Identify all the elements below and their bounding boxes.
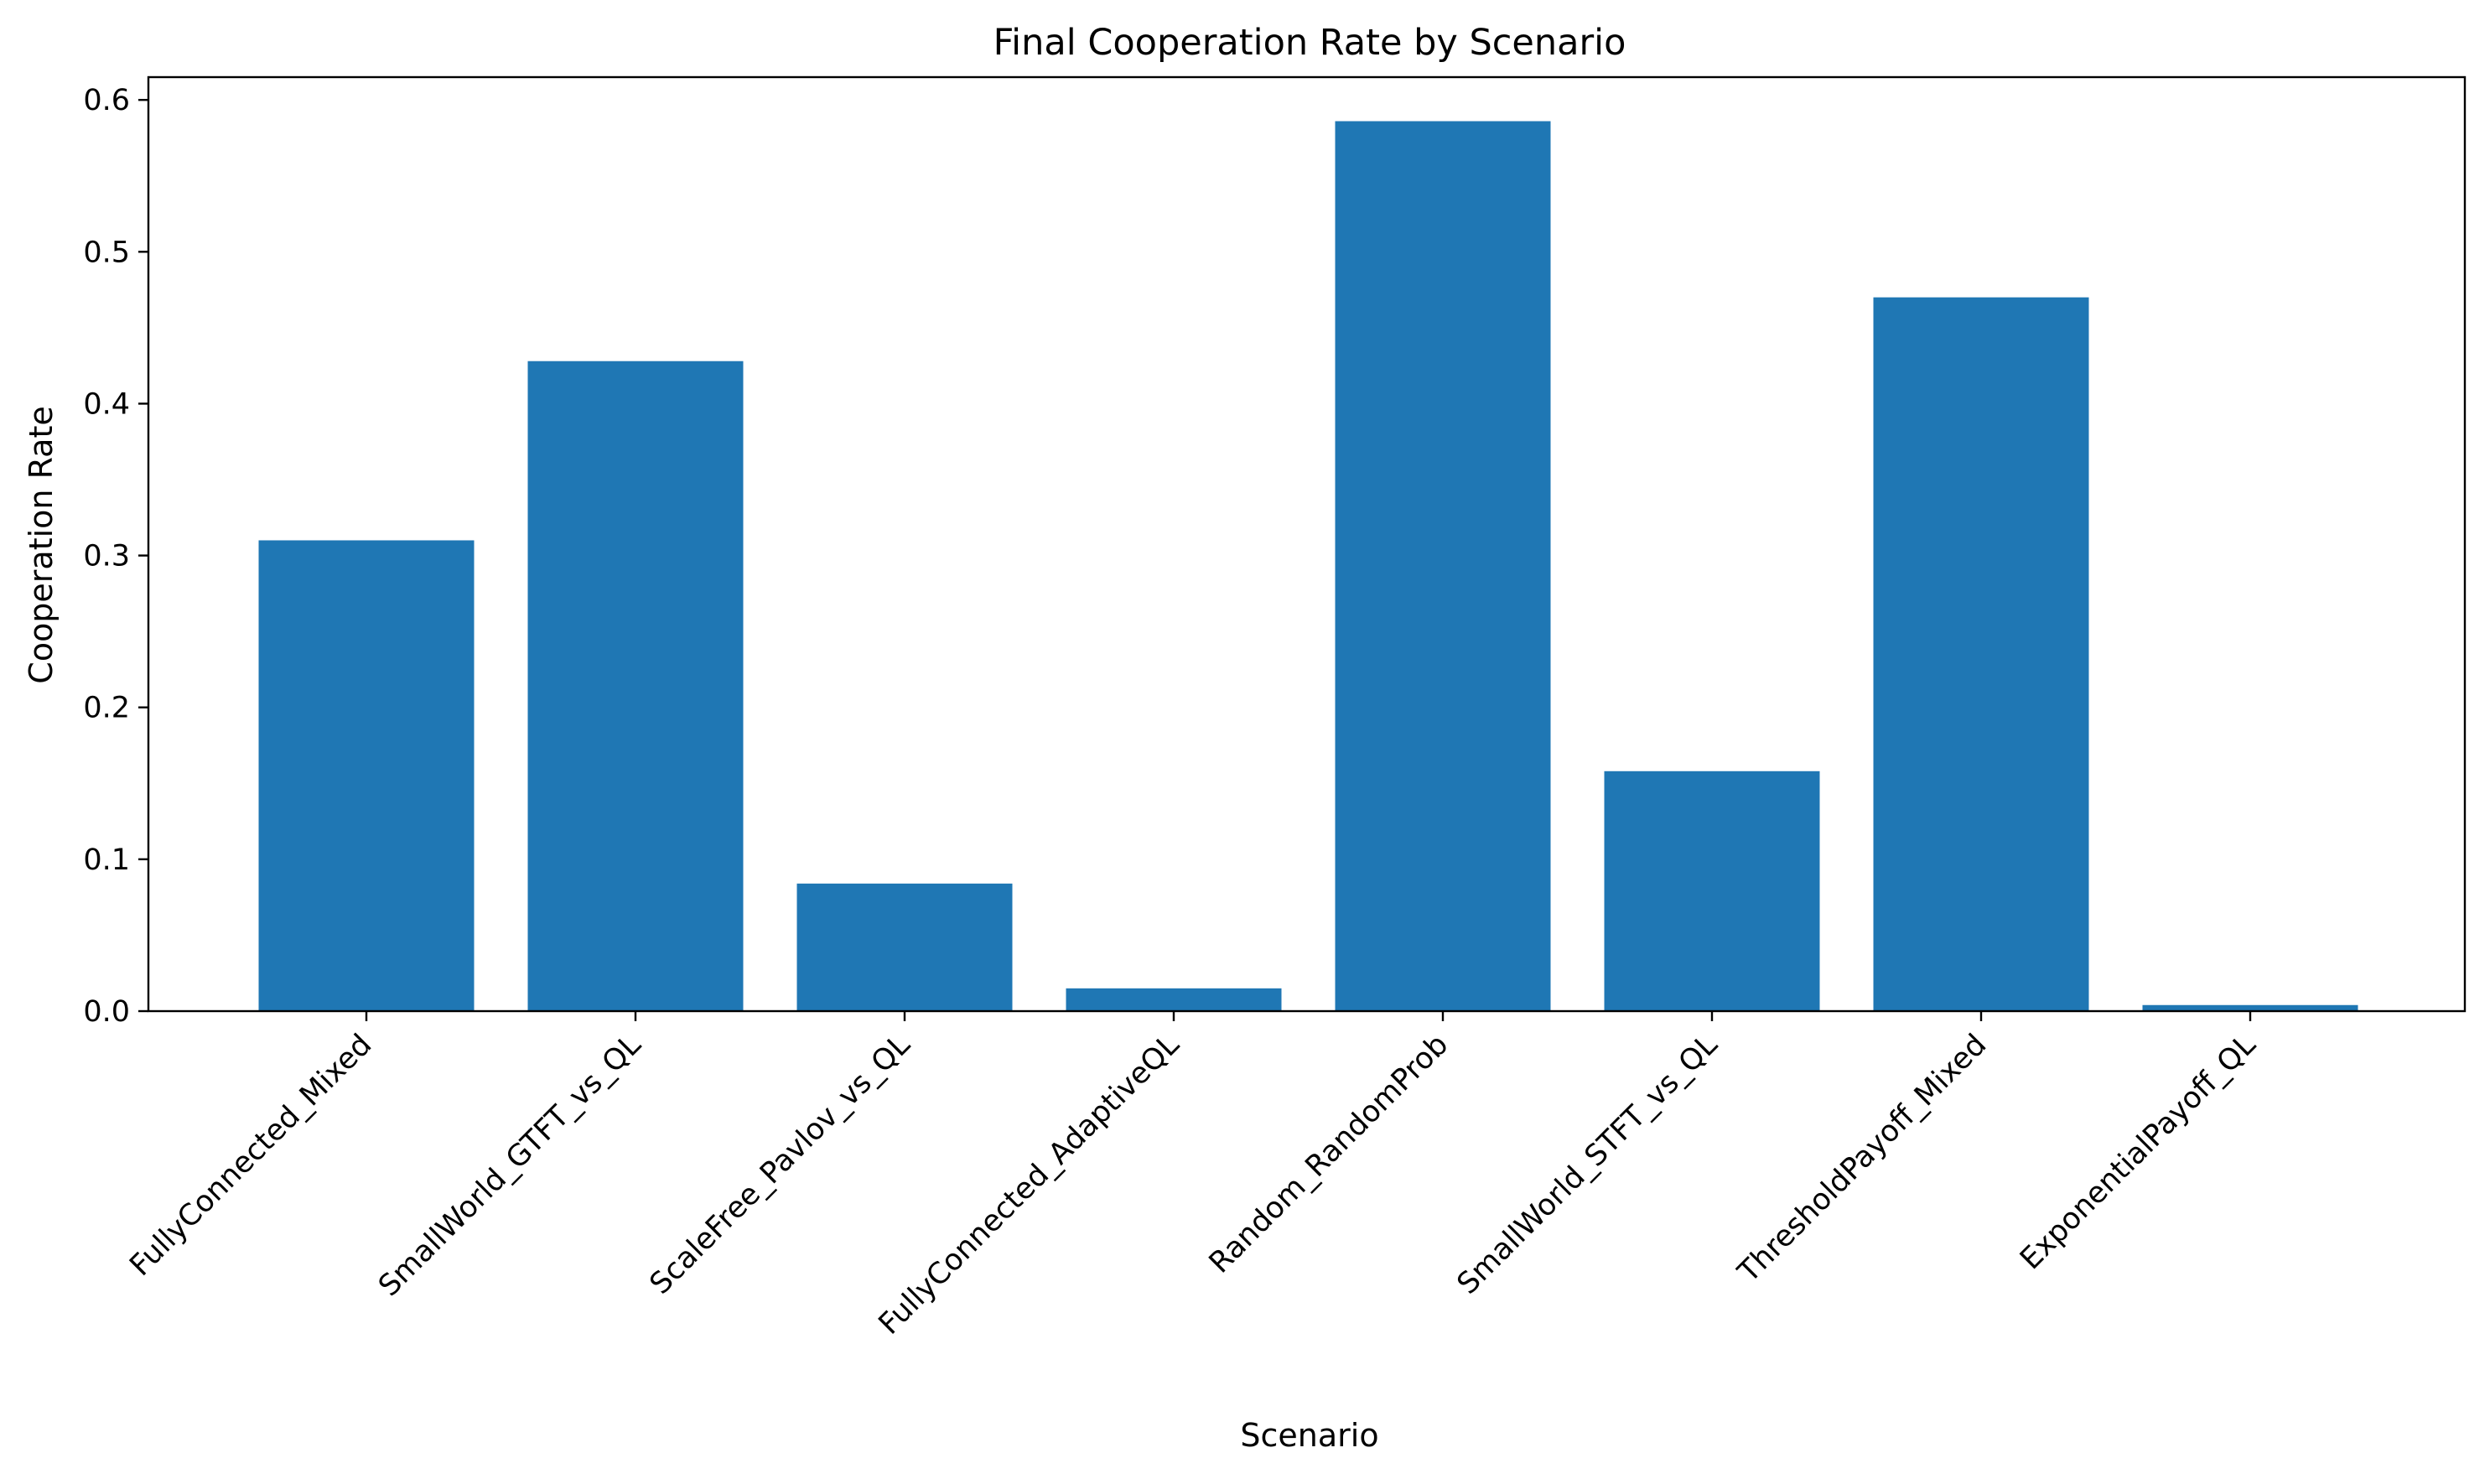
y-tick-label: 0.2 — [83, 692, 130, 725]
y-axis-label: Cooperation Rate — [23, 406, 60, 683]
bar-SmallWorld_GTFT_vs_QL — [527, 361, 744, 1011]
chart-title: Final Cooperation Rate by Scenario — [993, 22, 1626, 64]
x-axis-label: Scenario — [1240, 1417, 1378, 1454]
bar-SmallWorld_STFT_vs_QL — [1604, 771, 1820, 1011]
x-tick-label: SmallWorld_GTFT_vs_QL — [372, 1028, 648, 1304]
bar-ThresholdPayoff_Mixed — [1873, 297, 2089, 1012]
bar-FullyConnected_Mixed — [258, 540, 475, 1011]
y-tick-label: 0.4 — [83, 387, 130, 421]
bar-Random_RandomProb — [1335, 121, 1551, 1012]
y-tick-label: 0.5 — [83, 236, 130, 269]
x-tick-label: ThresholdPayoff_Mixed — [1731, 1028, 1993, 1289]
bar-FullyConnected_AdaptiveQL — [1066, 988, 1282, 1011]
y-axis: 0.0 0.1 0.2 0.3 0.4 0.5 0.6 — [83, 84, 148, 1029]
x-tick-label: ScaleFree_Pavlov_vs_QL — [644, 1028, 917, 1301]
x-tick-label: FullyConnected_AdaptiveQL — [873, 1028, 1186, 1341]
plot-frame — [147, 75, 2467, 1013]
y-tick-label: 0.6 — [83, 84, 130, 117]
bar-ScaleFree_Pavlov_vs_QL — [796, 883, 1013, 1011]
bar-ExponentialPayoff_QL — [2142, 1004, 2358, 1011]
y-tick-label: 0.1 — [83, 843, 130, 877]
x-axis: FullyConnected_MixedSmallWorld_GTFT_vs_Q… — [123, 1011, 2263, 1341]
x-tick-label: SmallWorld_STFT_vs_QL — [1451, 1028, 1725, 1301]
x-tick-label: ExponentialPayoff_QL — [2014, 1028, 2262, 1276]
x-tick-label: Random_RandomProb — [1203, 1028, 1455, 1280]
y-tick-label: 0.3 — [83, 540, 130, 573]
bars-group — [258, 121, 2358, 1012]
x-tick-label: FullyConnected_Mixed — [123, 1028, 378, 1283]
y-tick-label: 0.0 — [83, 995, 130, 1029]
